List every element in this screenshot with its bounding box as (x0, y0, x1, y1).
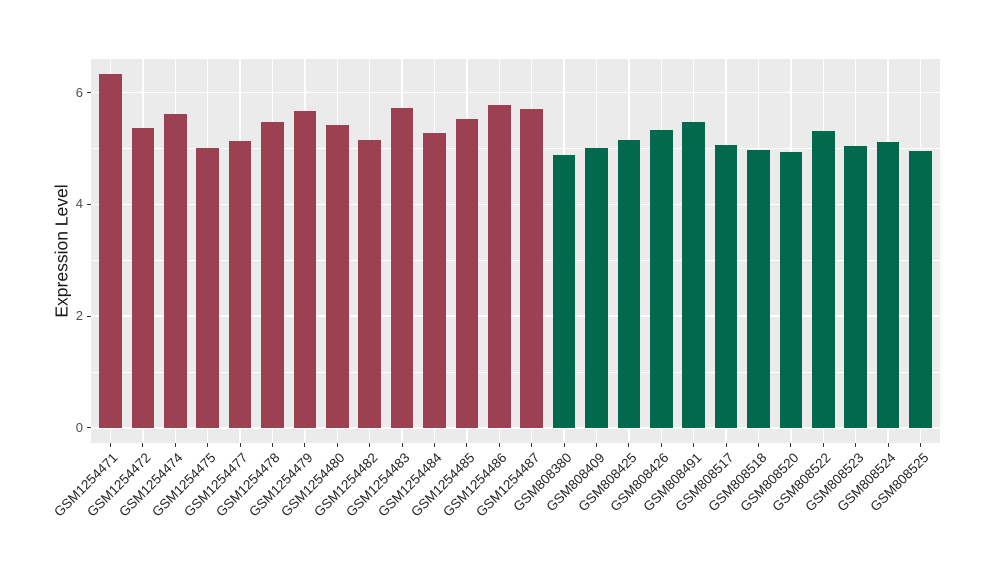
y-gridline-major (91, 315, 940, 317)
y-tick-label: 6 (75, 84, 83, 100)
bar (747, 149, 770, 428)
bar (812, 131, 835, 428)
bar (585, 147, 608, 428)
y-gridline-major (91, 203, 940, 206)
x-tick-mark (822, 443, 824, 447)
bar (909, 150, 932, 428)
x-tick-mark (725, 443, 727, 447)
bar (131, 128, 155, 428)
bar (455, 119, 479, 428)
y-tick-mark (87, 427, 91, 429)
y-gridline-minor (91, 259, 940, 261)
x-tick-mark (596, 443, 597, 447)
bar (714, 144, 738, 428)
y-gridline-minor (91, 148, 940, 149)
bar (390, 108, 414, 428)
y-gridline-major (91, 91, 940, 94)
x-tick-mark (142, 443, 144, 447)
x-tick-mark (660, 443, 662, 447)
bar (163, 114, 187, 428)
x-tick-mark (433, 443, 435, 447)
x-tick-mark (369, 443, 371, 447)
y-tick-mark (87, 203, 91, 205)
bar (261, 122, 284, 428)
x-tick-mark (207, 443, 209, 447)
y-tick-label: 0 (75, 419, 83, 435)
y-tick-label: 2 (75, 308, 83, 324)
bar (487, 104, 511, 428)
bar (649, 129, 673, 428)
bar (99, 74, 122, 428)
bar (552, 155, 576, 428)
x-tick-mark (239, 443, 241, 447)
x-tick-mark (336, 443, 338, 447)
x-tick-mark (628, 443, 630, 447)
y-tick-mark (87, 315, 91, 317)
x-tick-mark (271, 443, 273, 447)
bar (325, 124, 349, 428)
bar (228, 141, 252, 428)
bar (520, 108, 544, 428)
bar (293, 110, 317, 428)
x-tick-mark (304, 443, 306, 447)
bar (423, 132, 446, 428)
x-tick-mark (790, 443, 792, 447)
x-tick-mark (498, 443, 500, 447)
x-tick-mark (174, 443, 176, 447)
plot-panel (91, 59, 940, 443)
x-tick-mark (401, 443, 403, 447)
x-tick-mark (109, 443, 111, 447)
bar (844, 146, 868, 428)
x-tick-mark (758, 443, 760, 447)
y-tick-label: 4 (75, 196, 83, 212)
x-tick-mark (693, 443, 695, 447)
bar (196, 148, 219, 428)
bar (682, 122, 706, 428)
x-tick-mark (531, 443, 533, 447)
bar (617, 140, 641, 428)
x-tick-mark (466, 443, 468, 447)
x-tick-mark (855, 443, 857, 447)
x-tick-mark (563, 443, 565, 447)
bar (779, 152, 803, 428)
x-tick-mark (920, 443, 922, 447)
y-gridline-minor (91, 371, 940, 373)
y-tick-mark (87, 92, 91, 94)
x-tick-mark (887, 443, 889, 447)
y-gridline-major (91, 427, 940, 429)
bar (358, 140, 381, 428)
bar (876, 142, 900, 428)
